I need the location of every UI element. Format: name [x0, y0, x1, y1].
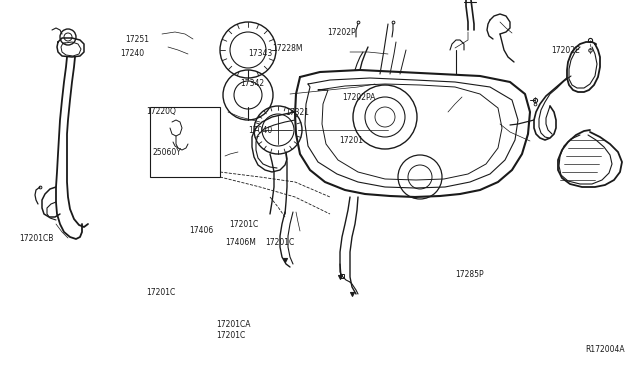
- Text: 17406M: 17406M: [225, 238, 256, 247]
- Text: 17342: 17342: [240, 79, 264, 88]
- Text: 17343: 17343: [248, 49, 273, 58]
- Text: 17201: 17201: [339, 136, 364, 145]
- Text: 17321: 17321: [285, 108, 309, 117]
- Text: 17201C: 17201C: [146, 288, 175, 296]
- Text: 25060Y: 25060Y: [152, 148, 181, 157]
- Bar: [150, 107, 220, 177]
- Text: 17040: 17040: [248, 126, 273, 135]
- Text: 17202P: 17202P: [328, 28, 356, 37]
- Text: 17201CA: 17201CA: [216, 320, 251, 329]
- Text: 17220Q: 17220Q: [146, 107, 176, 116]
- Text: 17406: 17406: [189, 226, 213, 235]
- Text: 17251: 17251: [125, 35, 149, 44]
- Text: 17201C: 17201C: [266, 238, 295, 247]
- Text: 17285P: 17285P: [456, 270, 484, 279]
- Text: R172004A: R172004A: [586, 345, 625, 354]
- Text: 17228M: 17228M: [272, 44, 303, 53]
- Text: 17240: 17240: [120, 49, 145, 58]
- Text: 17201CB: 17201CB: [19, 234, 54, 243]
- Text: 17201C: 17201C: [229, 220, 259, 229]
- Text: 17202E: 17202E: [552, 46, 580, 55]
- Text: 17202PA: 17202PA: [342, 93, 376, 102]
- Text: 17201C: 17201C: [216, 331, 246, 340]
